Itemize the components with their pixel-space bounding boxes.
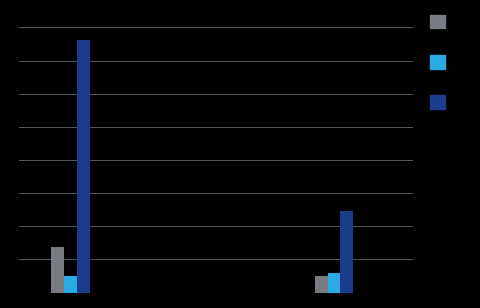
Bar [328,273,340,293]
Bar [77,39,90,293]
Bar [51,247,64,293]
Bar [340,211,353,293]
Bar [315,276,328,293]
Bar [64,276,77,293]
